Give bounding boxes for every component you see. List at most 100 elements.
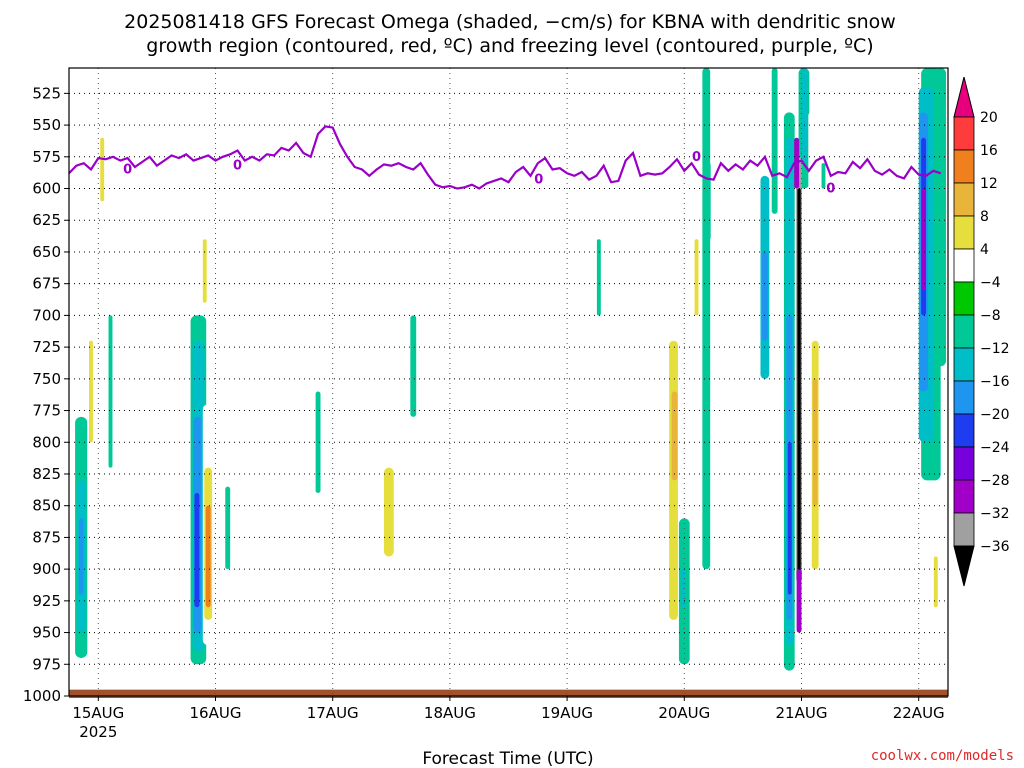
colorbar-label-6: −8 [980,308,1001,324]
omega-shade-17 [202,239,207,303]
colorbar-swatch-5 [953,281,975,316]
omega-shade-29 [401,118,406,189]
freezing-level-label-1: 0 [233,159,242,174]
plot-area: 0 0 0 0 0 [68,67,949,698]
y-tick-label-850: 850 [32,497,61,515]
ground-band [69,689,948,698]
omega-shade-55 [812,378,818,506]
colorbar-swatch-0 [953,116,975,151]
colorbar-swatch-9 [953,413,975,448]
omega-shade-15 [205,505,211,608]
colorbar-swatch-2 [953,182,975,217]
y-tick-label-600: 600 [32,180,61,198]
colorbar-label-4: 4 [980,242,989,258]
omega-shade-27 [359,137,365,189]
y-tick-label-700: 700 [32,306,61,324]
colorbar-label-8: −16 [980,374,1010,390]
omega-shade-1 [100,137,105,202]
x-tick-label-21AUG: 21AUG [776,704,828,722]
y-tick-label-875: 875 [32,528,61,546]
colorbar-swatch-3 [953,215,975,250]
y-tick-label-825: 825 [32,465,61,483]
omega-shade-65 [874,68,881,100]
colorbar-swatch-8 [953,380,975,415]
omega-shade-57 [801,68,807,164]
freezing-level-label-0: 0 [123,162,132,177]
omega-shade-34 [559,480,571,614]
colorbar-swatch-4 [953,248,975,283]
colorbar-swatch-10 [953,446,975,481]
colorbar-swatch-7 [953,347,975,382]
y-tick-label-775: 775 [32,402,61,420]
omega-shade-73 [933,556,938,608]
omega-shade-24 [315,391,321,494]
omega-shade-39 [671,391,678,481]
y-tick-label-675: 675 [32,275,61,293]
y-tick-label-725: 725 [32,338,61,356]
y-tick-label-525: 525 [32,84,61,102]
colorbar-label-5: −4 [980,275,1001,291]
omega-shade-18 [211,340,216,405]
omega-shade-48 [761,251,768,341]
omega-shade-35 [554,518,561,557]
omega-shade-64 [821,163,826,189]
omega-shade-38 [669,340,678,620]
x-tick-label-17AUG: 17AUG [307,704,359,722]
omega-shade-71 [935,68,947,367]
omega-shade-63 [771,68,778,214]
colorbar-label-11: −28 [980,473,1010,489]
colorbar: 20 16 12 8 4 −4 −8 −12 −16 −20 −24 −28 −32 −36 [953,76,1010,587]
omega-shade-41 [680,569,686,608]
colorbar-label-13: −36 [980,539,1010,555]
plot-frame [68,67,949,697]
omega-shade-5 [78,518,84,595]
x-tick-label-20AUG: 20AUG [658,704,710,722]
colorbar-label-9: −20 [980,407,1010,423]
y-tick-label-625: 625 [32,211,61,229]
omega-shade-32 [481,378,487,481]
colorbar-label-0: 20 [980,110,998,126]
omega-shade-52 [787,442,792,595]
freezing-level-label-2: 0 [534,173,543,188]
y-tick-label-575: 575 [32,148,61,166]
colorbar-swatch-1 [953,149,975,184]
omega-shade-44 [702,68,711,570]
omega-shade-8 [108,315,113,468]
omega-shade-33 [521,473,530,608]
credit-link[interactable]: coolwx.com/models [871,748,1014,764]
colorbar-label-2: 12 [980,176,998,192]
omega-shade-31 [468,505,475,557]
omega-shade-36 [596,239,601,316]
y-tick-label-925: 925 [32,592,61,610]
colorbar-bottom-arrow [953,545,975,587]
omega-shade-21 [267,87,277,214]
colorbar-swatch-12 [953,512,975,547]
y-tick-label-975: 975 [32,655,61,673]
omega-shade-28 [410,315,417,417]
colorbar-top-arrow [953,76,975,118]
y-axis: 525 550 575 600 625 650 675 700 725 750 775 800 825 8… [23,84,69,705]
y-tick-label-1000: 1000 [23,687,61,705]
omega-shade-23 [322,366,329,608]
omega-shade-2 [102,239,107,316]
freezing-level-label-4: 0 [826,182,835,197]
colorbar-label-7: −12 [980,341,1010,357]
y-tick-label-550: 550 [32,116,61,134]
y-tick-label-950: 950 [32,624,61,642]
x-tick-sublabel-15AUG: 2025 [79,723,117,741]
y-tick-label-800: 800 [32,433,61,451]
y-tick-label-750: 750 [32,370,61,388]
x-tick-label-22AUG: 22AUG [893,704,945,722]
colorbar-label-1: 16 [980,143,998,159]
y-tick-label-650: 650 [32,243,61,261]
colorbar-swatch-6 [953,314,975,349]
colorbar-label-12: −32 [980,506,1010,522]
freezing-level-line [68,125,942,190]
omega-shade-70 [921,188,926,291]
omega-shade-7 [89,340,93,443]
x-axis-label: Forecast Time (UTC) [422,749,593,768]
colorbar-swatch-11 [953,479,975,514]
omega-shade-60 [797,188,801,576]
